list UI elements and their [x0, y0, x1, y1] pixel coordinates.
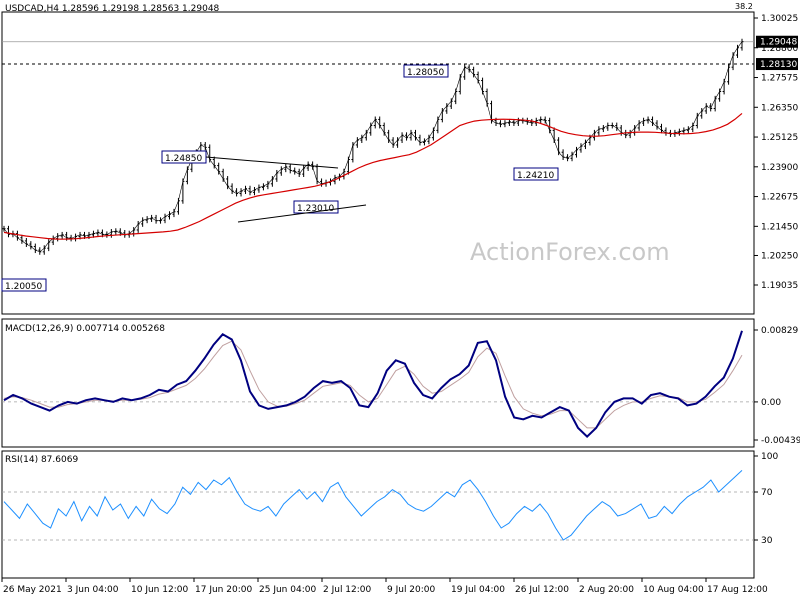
time-axis: 26 May 2021 3 Jun 04:00 10 Jun 12:00 17 Jun…: [1, 578, 768, 595]
time-tick-label: 10 Jun 12:00: [131, 585, 188, 595]
annotation-text: 1.24850: [165, 154, 202, 164]
corner-value: 38.2: [735, 2, 753, 11]
time-tick-label: 10 Aug 04:00: [643, 585, 704, 595]
rsi-tick-label: 70: [761, 488, 773, 498]
macd-series: [3, 330, 743, 438]
time-tick-label: 26 May 2021: [3, 585, 62, 595]
time-tick-label: 17 Aug 12:00: [707, 585, 768, 595]
annotation-box: [513, 167, 559, 181]
level-annotation: 1.24210: [513, 167, 559, 181]
annotation-box: [1, 278, 47, 292]
rsi-line: [3, 470, 743, 541]
last-price-label: 1.29048: [756, 35, 798, 48]
rsi-label: RSI(14) 87.6069: [5, 455, 78, 465]
macd-panel: [1, 318, 755, 448]
annotation-box: [403, 64, 449, 78]
time-tick-label: 26 Jul 12:00: [515, 585, 569, 595]
reference-lines: [2, 41, 754, 65]
price-tick-label: 1.22675: [761, 193, 798, 203]
macd-tick-label: 0.00829: [761, 326, 798, 336]
moving-average-line: [3, 112, 743, 240]
price-tick-label: 1.20250: [761, 251, 798, 261]
time-tick-label: 19 Jul 04:00: [451, 585, 505, 595]
price-axis: 1.30025 1.28800 1.27575 1.26350 1.25125 1.239…: [754, 14, 798, 291]
time-tick-label: 9 Jul 20:00: [387, 585, 436, 595]
time-tick-label: 25 Jun 04:00: [259, 585, 316, 595]
rsi-tick-label: 100: [761, 452, 778, 462]
rsi-series: [3, 470, 743, 541]
triangle-upper-line: [205, 156, 339, 169]
rsi-tick-label: 30: [761, 536, 773, 546]
price-tick-label: 1.30025: [761, 14, 798, 24]
time-tick-label: 17 Jun 20:00: [195, 585, 252, 595]
level-annotation: 1.28050: [403, 64, 449, 78]
price-tick-label: 1.25125: [761, 133, 798, 143]
chart-title: USDCAD,H4 1.28596 1.29198 1.28563 1.2904…: [5, 4, 220, 14]
price-panel: [1, 11, 755, 315]
price-tick-label: 1.26350: [761, 103, 798, 113]
rsi-axis: 100 70 30: [2, 452, 778, 546]
price-tick-label: 1.27575: [761, 74, 798, 84]
triangle-lower-line: [237, 204, 367, 223]
time-tick-label: 3 Jun 04:00: [67, 585, 119, 595]
annotation-text: 1.28050: [407, 68, 444, 78]
watermark: ActionForex.com: [470, 238, 670, 266]
price-tick-label: 1.23900: [761, 163, 798, 173]
price-tick-label: 1.19035: [761, 281, 798, 291]
price-series: [2, 38, 744, 255]
macd-axis: 0.00829 0.00 -0.004391: [2, 326, 800, 446]
price-tick-label: 1.21450: [761, 222, 798, 232]
price-annotations: 1.20050 1.24850 1.23010 1.28050 1.24210: [1, 64, 559, 292]
macd-tick-label: -0.004391: [761, 436, 800, 446]
price-tick-label: 1.28800: [761, 44, 798, 54]
time-tick-label: 2 Jul 12:00: [323, 585, 372, 595]
time-tick-label: 2 Aug 20:00: [579, 585, 634, 595]
reference-level-label-text: 1.28130: [760, 60, 797, 70]
macd-main-line: [3, 330, 743, 438]
annotation-text: 1.20050: [5, 282, 42, 292]
reference-level-label-box: [756, 58, 798, 71]
level-annotation: 1.20050: [1, 278, 47, 292]
level-annotation: 1.24850: [161, 150, 207, 164]
rsi-panel: [1, 450, 755, 579]
last-price-label-text: 1.29048: [760, 38, 797, 48]
macd-label: MACD(12,26,9) 0.007714 0.005268: [5, 324, 165, 334]
macd-tick-label: 0.00: [761, 398, 781, 408]
annotation-text: 1.24210: [517, 171, 554, 181]
annotation-text: 1.23010: [297, 204, 334, 214]
reference-level-label: 1.28130: [756, 58, 798, 71]
last-price-label-box: [756, 35, 798, 48]
